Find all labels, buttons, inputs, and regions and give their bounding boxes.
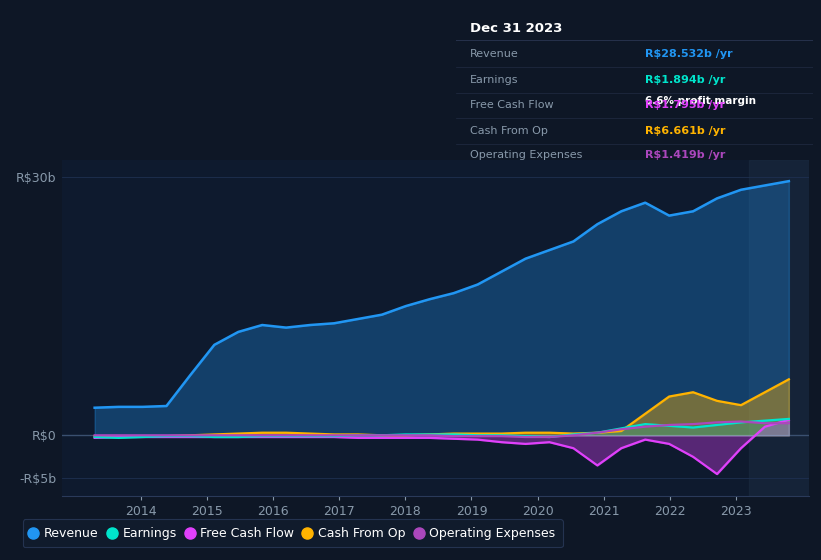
Text: Revenue: Revenue (470, 49, 519, 59)
Bar (750, 160, 809, 496)
Text: Free Cash Flow: Free Cash Flow (470, 100, 553, 110)
Text: 6.6% profit margin: 6.6% profit margin (645, 96, 756, 106)
Text: Earnings: Earnings (470, 75, 518, 85)
Text: R$28.532b /yr: R$28.532b /yr (645, 49, 732, 59)
Text: Operating Expenses: Operating Expenses (470, 150, 582, 160)
Text: R$1.894b /yr: R$1.894b /yr (645, 75, 725, 85)
Legend: Revenue, Earnings, Free Cash Flow, Cash From Op, Operating Expenses: Revenue, Earnings, Free Cash Flow, Cash … (23, 520, 563, 548)
Text: R$1.795b /yr: R$1.795b /yr (645, 100, 725, 110)
Text: R$6.661b /yr: R$6.661b /yr (645, 126, 726, 136)
Text: Cash From Op: Cash From Op (470, 126, 548, 136)
Text: Dec 31 2023: Dec 31 2023 (470, 22, 562, 35)
Text: R$1.419b /yr: R$1.419b /yr (645, 150, 725, 160)
